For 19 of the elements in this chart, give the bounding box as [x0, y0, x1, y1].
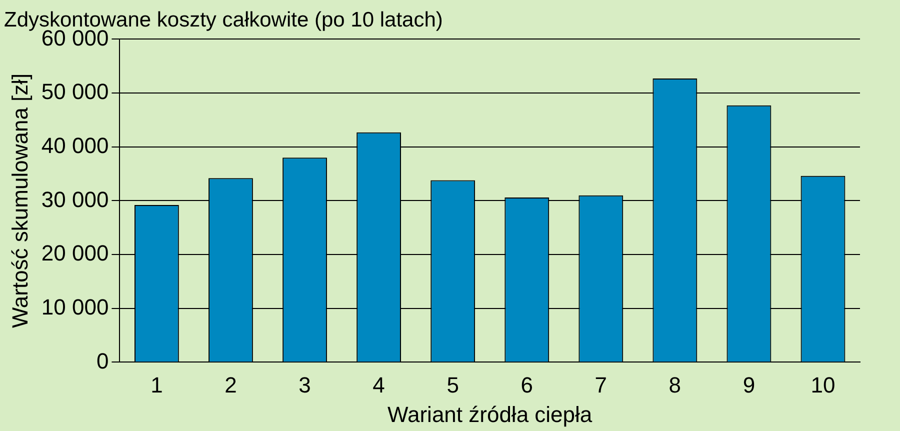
y-tick-label: 10 000 — [41, 294, 109, 320]
x-tick-label: 5 — [446, 372, 459, 398]
x-tick-label: 4 — [372, 372, 385, 398]
y-tick-label: 0 — [96, 348, 109, 374]
y-tick-label: 30 000 — [41, 186, 109, 212]
x-tick-label: 10 — [810, 372, 836, 398]
x-tick-label: 1 — [150, 372, 163, 398]
x-tick-label: 8 — [668, 372, 682, 398]
y-tick-label: 20 000 — [41, 240, 109, 266]
x-tick-label: 3 — [298, 372, 311, 398]
x-tick-label: 6 — [520, 372, 533, 398]
x-axis-title: Wariant źródła ciepła — [388, 402, 593, 427]
x-tick-label: 7 — [594, 372, 608, 398]
x-tick-label: 9 — [742, 372, 756, 398]
y-tick-label: 50 000 — [41, 79, 109, 104]
x-tick-label: 2 — [224, 372, 237, 398]
chart-title: Zdyskontowane koszty całkowite (po 10 latach) — [4, 8, 443, 32]
y-axis-title: Wartość skumulowana [zł] — [7, 73, 32, 328]
y-tick-label: 40 000 — [41, 132, 109, 158]
